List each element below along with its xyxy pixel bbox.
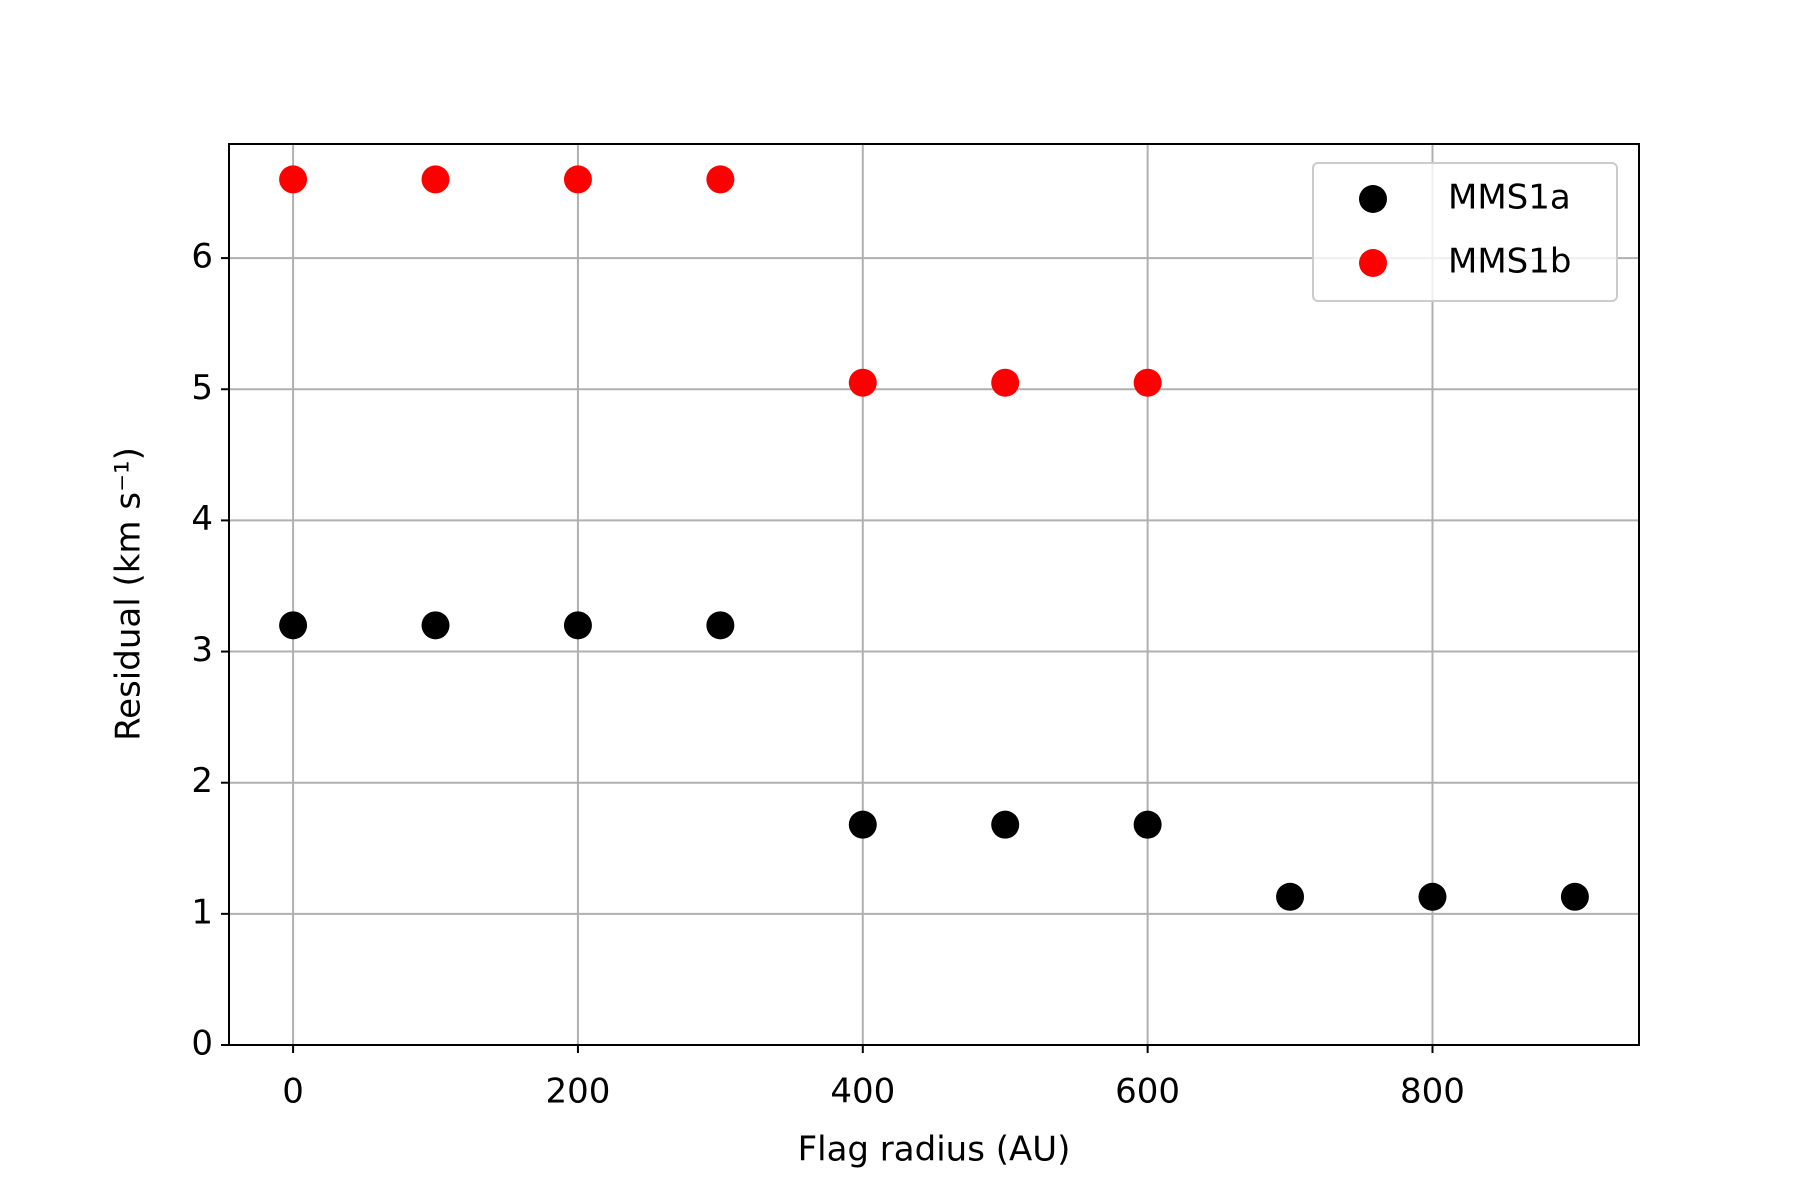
point (1133, 368, 1162, 397)
y-tick-label: 6 (191, 237, 213, 277)
x-tick-label: 200 (545, 1072, 610, 1112)
x-tick-label: 400 (830, 1072, 895, 1112)
legend-label: MMS1b (1448, 242, 1571, 282)
legend-marker (1359, 249, 1387, 277)
point (991, 368, 1020, 397)
x-tick-label: 0 (282, 1072, 304, 1112)
y-axis-label: Residual (km s⁻¹) (109, 447, 149, 741)
point (848, 368, 877, 397)
y-tick-label: 1 (191, 892, 213, 932)
y-tick-label: 4 (191, 499, 213, 539)
point (563, 165, 592, 194)
y-tick-label: 2 (191, 761, 213, 801)
point (706, 611, 735, 640)
legend-box (1312, 162, 1618, 302)
y-tick-label: 5 (191, 368, 213, 408)
x-tick-label: 800 (1400, 1072, 1465, 1112)
point (848, 810, 877, 839)
point (563, 611, 592, 640)
point (421, 165, 450, 194)
point (1560, 882, 1589, 911)
y-tick-label: 0 (191, 1024, 213, 1064)
point (991, 810, 1020, 839)
x-tick-label: 600 (1115, 1072, 1180, 1112)
plot-frame (228, 143, 1640, 1046)
point (706, 165, 735, 194)
legend-marker (1359, 185, 1387, 213)
point (279, 611, 308, 640)
point (1133, 810, 1162, 839)
point (421, 611, 450, 640)
y-tick-label: 3 (191, 630, 213, 670)
x-axis-label: Flag radius (AU) (798, 1130, 1071, 1170)
point (1276, 882, 1305, 911)
point (1418, 882, 1447, 911)
point (279, 165, 308, 194)
legend-label: MMS1a (1448, 178, 1571, 218)
